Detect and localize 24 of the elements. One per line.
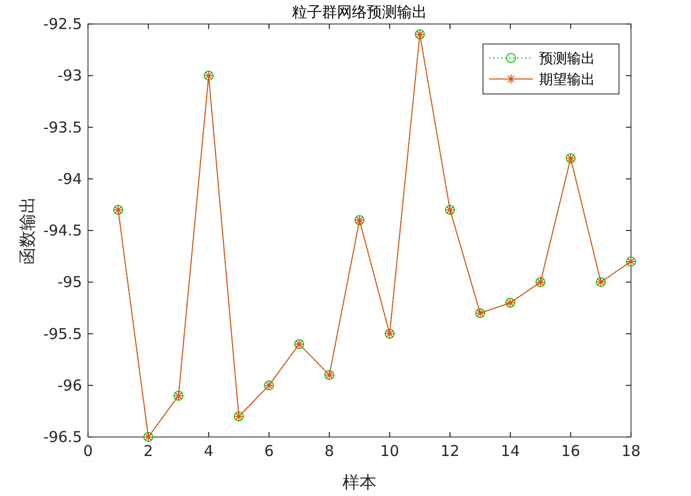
- x-tick-label: 14: [500, 442, 520, 460]
- legend-label: 期望输出: [539, 72, 595, 88]
- y-tick-label: -96: [58, 376, 82, 394]
- y-tick-label: -94.5: [43, 222, 82, 240]
- y-axis-title: 函数输出: [18, 196, 38, 264]
- x-axis-title: 样本: [342, 473, 376, 493]
- y-tick-label: -95: [58, 273, 82, 292]
- y-tick-label: -95.5: [43, 324, 82, 343]
- x-tick-label: 6: [264, 442, 274, 460]
- y-tick-label: -93: [58, 66, 82, 85]
- legend-label: 预测输出: [539, 51, 595, 67]
- x-tick-label: 12: [440, 442, 460, 460]
- y-tick-label: -93.5: [43, 118, 82, 136]
- y-tick-label: -96.5: [43, 428, 82, 446]
- x-tick-label: 10: [380, 442, 400, 460]
- x-tick-label: 0: [83, 442, 93, 460]
- x-tick-label: 2: [144, 442, 154, 460]
- x-tick-label: 4: [204, 442, 214, 460]
- x-tick-label: 18: [621, 442, 641, 460]
- chart-title: 粒子群网络预测输出: [292, 3, 427, 21]
- y-tick-label: -94: [58, 170, 82, 188]
- y-tick-label: -92.5: [43, 15, 82, 33]
- x-tick-label: 16: [561, 442, 580, 460]
- x-tick-label: 8: [324, 442, 334, 460]
